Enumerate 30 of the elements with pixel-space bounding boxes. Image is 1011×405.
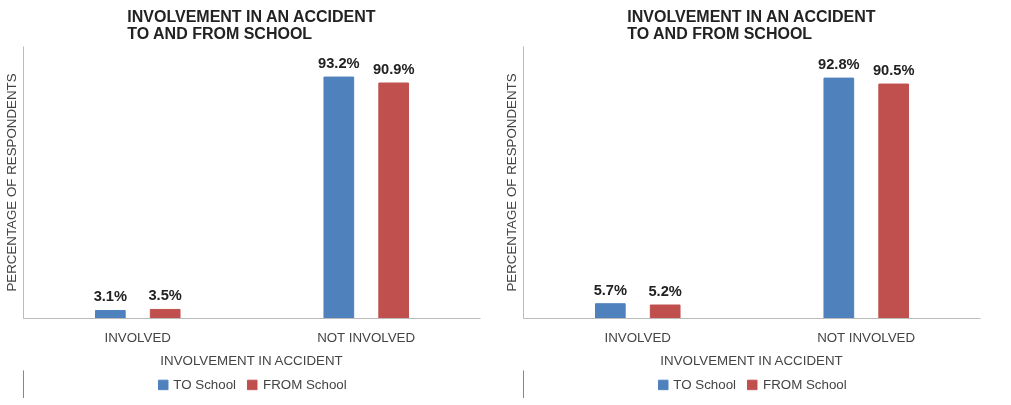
legend-label: FROM School xyxy=(263,376,347,392)
legend-label: FROM School xyxy=(763,376,847,392)
x-axis-title: INVOLVEMENT IN ACCIDENT xyxy=(660,352,843,368)
x-axis-title: INVOLVEMENT IN ACCIDENT xyxy=(160,352,343,368)
x-tick-label: NOT INVOLVED xyxy=(817,329,916,345)
bar xyxy=(378,82,410,319)
data-label: 3.5% xyxy=(148,287,182,304)
chart-title: INVOLVEMENT IN AN ACCIDENT TO AND FROM SCHOOL xyxy=(627,7,876,42)
bar xyxy=(823,77,855,319)
data-label: 90.9% xyxy=(372,61,415,78)
data-label: 5.2% xyxy=(648,283,682,300)
x-tick-label: INVOLVED xyxy=(104,329,171,345)
chart-title: INVOLVEMENT IN AN ACCIDENT TO AND FROM SCHOOL xyxy=(127,7,376,42)
bar xyxy=(649,304,681,319)
legend-label: TO School xyxy=(673,376,737,392)
data-label: 5.7% xyxy=(593,281,628,298)
data-label: 92.8% xyxy=(818,56,860,73)
bar xyxy=(878,83,910,319)
bar xyxy=(149,308,181,319)
bar xyxy=(323,76,355,319)
legend-label: TO School xyxy=(173,376,237,392)
data-label: 93.2% xyxy=(318,55,360,72)
y-axis-title: PERCENTAGE OF RESPONDENTS xyxy=(3,73,19,292)
bar xyxy=(94,309,126,319)
data-label: 3.1% xyxy=(93,288,128,305)
x-tick-label: INVOLVED xyxy=(604,329,671,345)
bar xyxy=(594,303,626,319)
x-tick-label: NOT INVOLVED xyxy=(317,329,416,345)
y-axis-title: PERCENTAGE OF RESPONDENTS xyxy=(503,73,519,292)
data-label: 90.5% xyxy=(872,62,915,79)
